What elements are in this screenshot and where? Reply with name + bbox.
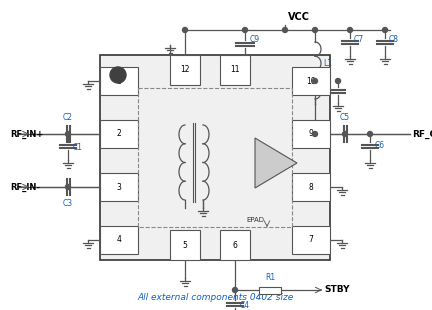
Text: 9: 9	[308, 130, 314, 139]
Text: C2: C2	[63, 113, 73, 122]
Text: RF_IN-: RF_IN-	[10, 182, 40, 192]
Text: L1: L1	[323, 60, 332, 69]
Bar	[100, 120, 138, 148]
Bar	[100, 226, 138, 254]
Text: 2: 2	[117, 130, 121, 139]
Text: All external components 0402 size: All external components 0402 size	[138, 293, 294, 302]
Circle shape	[66, 131, 70, 136]
Circle shape	[182, 28, 187, 33]
Text: 8: 8	[308, 183, 313, 192]
Text: C6: C6	[375, 141, 385, 150]
Text: C4: C4	[240, 300, 250, 309]
Bar	[170, 55, 200, 85]
Circle shape	[336, 78, 340, 83]
Circle shape	[312, 78, 318, 83]
Bar	[220, 230, 250, 260]
Circle shape	[382, 28, 388, 33]
Circle shape	[283, 28, 288, 33]
Text: EPAD: EPAD	[246, 217, 264, 223]
Text: 1: 1	[117, 77, 121, 86]
Bar	[138, 88, 292, 227]
Circle shape	[312, 131, 318, 136]
Bar	[100, 67, 138, 95]
Bar	[100, 173, 138, 201]
Text: VCC: VCC	[288, 12, 310, 22]
Bar	[170, 230, 200, 260]
Circle shape	[232, 287, 238, 293]
Bar	[292, 120, 330, 148]
Bar	[259, 286, 281, 294]
Text: 6: 6	[232, 241, 238, 250]
Circle shape	[312, 28, 318, 33]
Circle shape	[242, 28, 248, 33]
Text: R1: R1	[265, 273, 275, 282]
Text: 4: 4	[117, 236, 121, 245]
Text: C1: C1	[73, 144, 83, 153]
Text: C8: C8	[389, 36, 399, 45]
Circle shape	[110, 67, 126, 83]
Text: 10: 10	[306, 77, 316, 86]
Text: RF_IN+: RF_IN+	[10, 130, 43, 139]
Bar	[220, 55, 250, 85]
Polygon shape	[255, 138, 297, 188]
Text: C7: C7	[354, 36, 364, 45]
Text: STBY: STBY	[324, 286, 349, 294]
Text: C9: C9	[250, 36, 260, 45]
Text: 12: 12	[180, 65, 190, 74]
Circle shape	[368, 131, 372, 136]
Text: 7: 7	[308, 236, 314, 245]
Text: 3: 3	[117, 183, 121, 192]
Text: C5: C5	[340, 113, 350, 122]
Text: 5: 5	[183, 241, 187, 250]
Text: C3: C3	[63, 199, 73, 208]
Circle shape	[347, 28, 353, 33]
Bar	[292, 67, 330, 95]
Text: 11: 11	[230, 65, 240, 74]
Bar	[100, 55, 330, 260]
Circle shape	[66, 184, 70, 189]
Circle shape	[343, 131, 347, 136]
Text: RF_OUT: RF_OUT	[412, 130, 432, 139]
Bar	[292, 226, 330, 254]
Bar	[292, 173, 330, 201]
